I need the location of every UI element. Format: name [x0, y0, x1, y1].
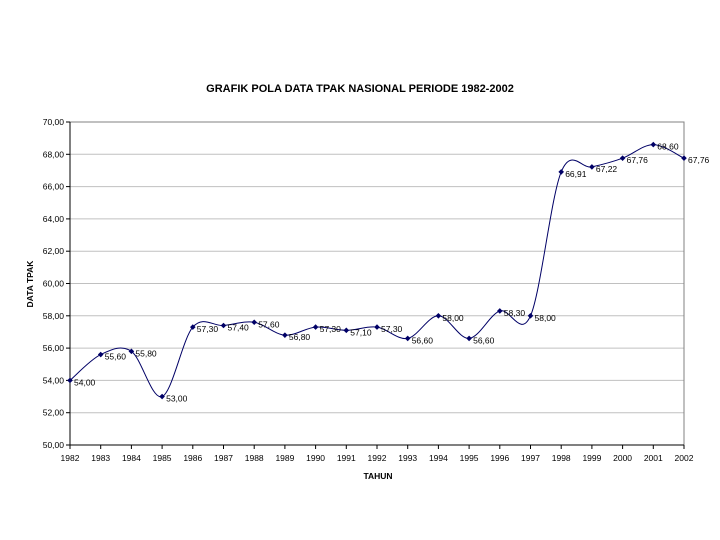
x-tick-label: 1999 — [582, 453, 601, 463]
data-point — [190, 324, 196, 330]
y-axis: 50,00 52,00 54,00 56,00 58,00 60,00 62,00 64,00… — [43, 117, 70, 450]
x-tick-label: 1993 — [398, 453, 417, 463]
x-axis: 1982 1983 1984 1985 1986 1987 1988 1989 1990 1991… — [61, 122, 694, 463]
data-point — [251, 319, 257, 326]
y-axis-title: DATA TPAK — [25, 260, 35, 308]
x-tick-label: 1994 — [429, 453, 448, 463]
data-point — [159, 393, 165, 400]
x-tick-label: 1985 — [153, 453, 172, 463]
y-tick-label: 68,00 — [43, 149, 65, 159]
data-point — [619, 155, 626, 161]
y-tick-label: 60,00 — [43, 279, 65, 289]
data-point — [466, 335, 472, 342]
data-point — [527, 313, 534, 319]
x-tick-label: 1986 — [183, 453, 202, 463]
data-label: 56,60 — [412, 335, 434, 345]
x-tick-label: 2000 — [613, 453, 632, 463]
x-tick-label: 1982 — [61, 453, 80, 463]
data-point — [343, 327, 350, 334]
y-tick-label: 62,00 — [43, 246, 65, 256]
data-point — [435, 313, 442, 319]
data-label: 67,22 — [596, 164, 618, 174]
data-point — [589, 164, 595, 170]
data-labels: 54,00 55,60 55,80 53,00 57,30 57,40 57,60 56,80… — [74, 142, 710, 404]
data-point — [220, 322, 227, 329]
data-point — [681, 155, 687, 161]
data-point — [650, 141, 657, 148]
y-tick-label: 52,00 — [43, 408, 65, 418]
data-label: 57,30 — [197, 324, 219, 334]
x-tick-label: 2001 — [644, 453, 663, 463]
x-tick-label: 1992 — [368, 453, 387, 463]
data-label: 67,76 — [627, 155, 649, 165]
x-tick-label: 1987 — [214, 453, 233, 463]
data-point — [128, 348, 135, 355]
data-point — [97, 351, 104, 358]
y-tick-label: 54,00 — [43, 375, 65, 385]
x-tick-label: 1988 — [245, 453, 264, 463]
gridlines — [70, 153, 684, 414]
data-point — [374, 324, 380, 330]
data-point — [312, 324, 319, 330]
y-tick-label: 58,00 — [43, 311, 65, 321]
data-label: 53,00 — [166, 394, 188, 404]
y-tick-label: 66,00 — [43, 182, 65, 192]
x-tick-label: 1990 — [306, 453, 325, 463]
data-label: 57,30 — [320, 324, 342, 334]
x-tick-label: 1991 — [337, 453, 356, 463]
x-tick-label: 1997 — [521, 453, 540, 463]
data-point — [497, 308, 503, 314]
data-label: 56,60 — [473, 335, 495, 345]
y-tick-label: 70,00 — [43, 117, 65, 127]
data-label: 57,60 — [258, 319, 280, 329]
data-label: 55,80 — [135, 348, 157, 358]
x-tick-label: 1995 — [460, 453, 479, 463]
y-tick-label: 56,00 — [43, 343, 65, 353]
data-label: 68,60 — [657, 142, 679, 152]
data-label: 55,60 — [105, 352, 127, 362]
data-label: 54,00 — [74, 377, 96, 387]
y-tick-label: 50,00 — [43, 440, 65, 450]
data-label: 66,91 — [565, 169, 587, 179]
y-tick-label: 64,00 — [43, 214, 65, 224]
data-label: 57,30 — [381, 324, 403, 334]
data-point — [404, 335, 411, 342]
x-tick-label: 1998 — [552, 453, 571, 463]
data-label: 58,00 — [442, 313, 464, 323]
x-tick-label: 1996 — [490, 453, 509, 463]
data-point — [67, 377, 73, 384]
chart-title: GRAFIK POLA DATA TPAK NASIONAL PERIODE 1… — [206, 83, 514, 95]
x-tick-label: 1989 — [275, 453, 294, 463]
data-point — [558, 169, 564, 175]
series-line — [69, 144, 685, 398]
x-axis-title: TAHUN — [363, 471, 392, 481]
x-tick-label: 1984 — [122, 453, 141, 463]
x-tick-label: 2002 — [675, 453, 694, 463]
data-label: 67,76 — [688, 155, 710, 165]
data-label: 58,30 — [504, 308, 526, 318]
data-point — [282, 332, 288, 338]
x-tick-label: 1983 — [91, 453, 110, 463]
data-label: 56,80 — [289, 332, 311, 342]
data-markers — [67, 141, 687, 400]
data-label: 57,40 — [228, 322, 250, 332]
data-label: 58,00 — [535, 313, 557, 323]
data-label: 57,10 — [350, 327, 372, 337]
